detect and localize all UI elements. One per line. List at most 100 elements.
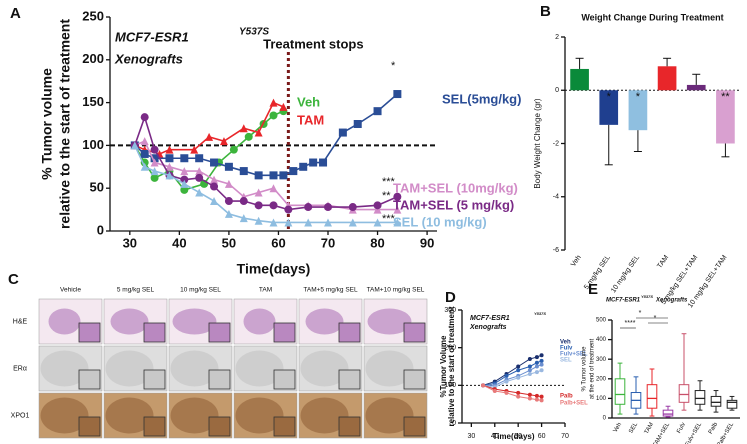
marker bbox=[244, 132, 253, 141]
tissue bbox=[305, 308, 344, 335]
marker bbox=[539, 398, 544, 403]
marker bbox=[539, 368, 544, 373]
marker bbox=[210, 182, 219, 191]
y-tick-label: 50 bbox=[90, 180, 104, 195]
marker bbox=[150, 145, 159, 154]
inset bbox=[78, 416, 101, 437]
marker bbox=[539, 362, 544, 367]
y-tick-label: -2 bbox=[553, 140, 559, 147]
marker bbox=[284, 205, 293, 214]
bar bbox=[570, 68, 589, 91]
y-tick-label: 300 bbox=[444, 307, 456, 314]
panel-d: D 0 100 200 300 30 40 50 60 70 Time(days) %Tumor Vo… bbox=[439, 289, 588, 441]
series-label: SEL bbox=[560, 358, 572, 364]
panel-label: B bbox=[540, 3, 551, 20]
x-tick-label: SEL bbox=[628, 421, 639, 434]
marker bbox=[348, 203, 357, 212]
marker bbox=[534, 397, 539, 402]
y-tick-label: -6 bbox=[553, 247, 559, 254]
column-label: Vehicle bbox=[60, 287, 81, 294]
tissue bbox=[365, 350, 414, 387]
significance: *** bbox=[382, 213, 396, 225]
series-label: Palb bbox=[560, 394, 573, 400]
y-axis-label: relative to the start of treatment bbox=[447, 306, 456, 426]
x-tick-label: TAM bbox=[644, 422, 655, 436]
significance: ** bbox=[382, 190, 391, 202]
y-tick-label: 100 bbox=[444, 382, 456, 389]
tissue bbox=[105, 350, 154, 387]
marker bbox=[210, 175, 219, 184]
marker bbox=[150, 167, 159, 176]
marker bbox=[348, 218, 357, 227]
series-label: SEL (10 mg/kg) bbox=[393, 214, 487, 229]
marker bbox=[224, 179, 233, 188]
marker bbox=[140, 137, 149, 146]
marker bbox=[516, 394, 521, 399]
y-tick-label: 0 bbox=[555, 87, 559, 94]
marker bbox=[527, 368, 532, 373]
marker bbox=[254, 188, 263, 197]
inset bbox=[208, 369, 231, 390]
significance: ** bbox=[721, 91, 730, 103]
tissue bbox=[40, 350, 89, 387]
series-label: SEL(5mg/kg) bbox=[442, 91, 521, 106]
y-axis-label: % Tumor volume bbox=[582, 346, 588, 392]
column-label: 10 mg/kg SEL bbox=[180, 287, 221, 294]
y-tick-label: 400 bbox=[596, 337, 607, 343]
marker bbox=[534, 370, 539, 375]
annotation: MCF7-ESR1 bbox=[470, 315, 510, 322]
series-label: Palb+SEL bbox=[560, 401, 588, 407]
marker bbox=[338, 128, 347, 137]
inset bbox=[338, 416, 361, 437]
marker bbox=[516, 364, 521, 369]
y-axis-label: %Tumor Volume bbox=[439, 335, 448, 397]
x-tick-label: 50 bbox=[222, 235, 236, 250]
x-tick-label: 30 bbox=[123, 235, 137, 250]
marker bbox=[504, 373, 509, 378]
series-label: Veh bbox=[560, 340, 571, 346]
marker bbox=[165, 154, 174, 163]
inset bbox=[403, 369, 426, 390]
tissue bbox=[367, 308, 412, 335]
bar bbox=[657, 66, 677, 91]
significance: **** bbox=[625, 320, 636, 327]
marker bbox=[165, 145, 174, 154]
marker bbox=[239, 167, 248, 176]
y-axis-label: at the end of treatment bbox=[590, 338, 596, 399]
marker bbox=[205, 132, 214, 141]
marker bbox=[516, 375, 521, 380]
x-tick-label: Fulv bbox=[676, 422, 687, 435]
marker bbox=[140, 149, 149, 158]
inset bbox=[143, 416, 166, 437]
tissue bbox=[235, 397, 284, 434]
marker bbox=[269, 98, 278, 107]
marker bbox=[190, 145, 199, 154]
marker bbox=[165, 171, 174, 180]
marker bbox=[180, 179, 189, 188]
x-tick-label: 10 mg/kg SEL bbox=[610, 254, 641, 294]
marker bbox=[219, 137, 228, 146]
marker bbox=[527, 356, 532, 361]
bar bbox=[686, 84, 706, 91]
x-tick-label: 90 bbox=[420, 235, 434, 250]
marker bbox=[254, 201, 263, 210]
inset bbox=[273, 322, 296, 343]
tissue bbox=[170, 350, 219, 387]
marker bbox=[393, 192, 402, 201]
marker bbox=[210, 158, 219, 167]
tissue bbox=[48, 308, 81, 335]
panel-label: C bbox=[8, 271, 19, 288]
annotation: Xenografts bbox=[114, 51, 183, 66]
bar bbox=[599, 90, 619, 125]
chart-title: Weight Change During Treatment bbox=[581, 12, 723, 22]
marker bbox=[393, 205, 402, 214]
marker bbox=[150, 154, 159, 163]
y-tick-label: 100 bbox=[596, 396, 607, 402]
tissue bbox=[170, 397, 219, 434]
marker bbox=[393, 90, 402, 99]
x-tick-label: TAM+SEL bbox=[652, 421, 671, 444]
y-tick-label: 250 bbox=[82, 8, 104, 23]
marker bbox=[393, 218, 402, 227]
significance: * bbox=[654, 315, 657, 322]
box bbox=[614, 378, 626, 405]
